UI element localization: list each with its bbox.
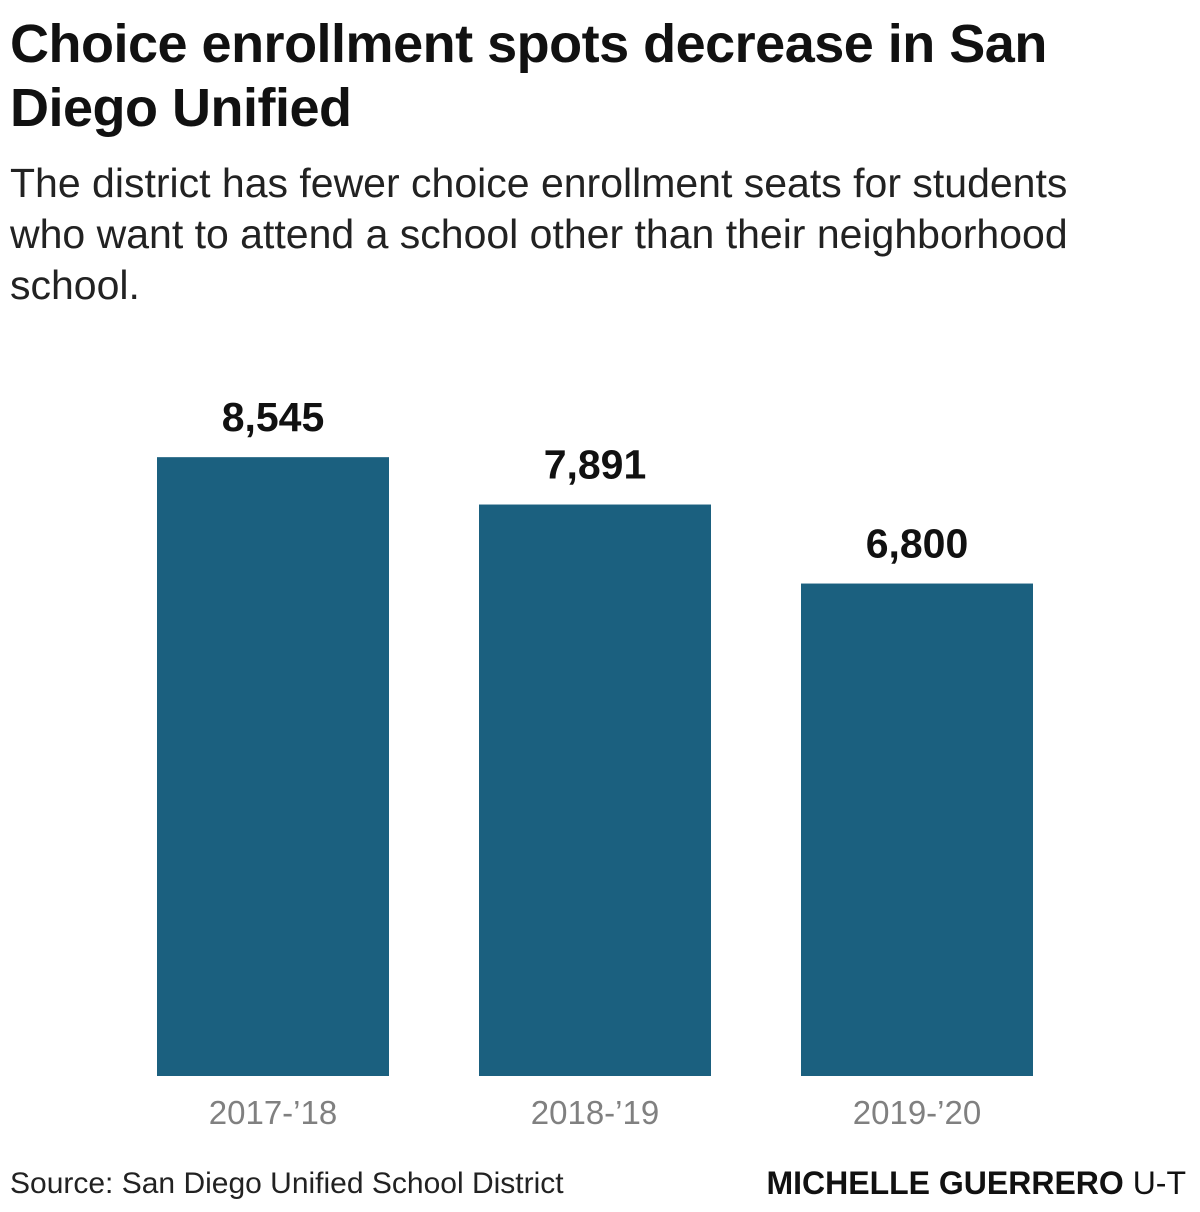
bar-value-label-2: 7,891 [544,442,647,488]
credit-org: U-T [1123,1165,1186,1201]
tick-labels-group: 2017-’18 2018-’19 2019-’20 [209,1094,981,1131]
x-tick-label-1: 2017-’18 [209,1094,337,1131]
value-labels-group: 8,545 7,891 6,800 [222,394,969,566]
bar-value-label-3: 6,800 [866,521,969,567]
source-note: Source: San Diego Unified School Distric… [10,1167,564,1200]
bar-1 [157,457,389,1076]
x-tick-label-2: 2018-’19 [531,1094,659,1131]
bars-group [157,457,1033,1076]
credit-name: MICHELLE GUERRERO [766,1165,1124,1201]
x-tick-label-3: 2019-’20 [853,1094,981,1131]
bar-2 [479,504,711,1076]
bar-chart: 8,545 7,891 6,800 2017-’18 2018-’19 2019-’20 [157,394,1033,1131]
chart-title: Choice enrollment spots decrease in San … [10,14,1047,138]
credit-line: MICHELLE GUERRERO U-T [766,1164,1186,1202]
bar-value-label-1: 8,545 [222,394,325,440]
chart-subtitle: The district has fewer choice enrollment… [10,160,1068,308]
bar-3 [801,583,1033,1076]
